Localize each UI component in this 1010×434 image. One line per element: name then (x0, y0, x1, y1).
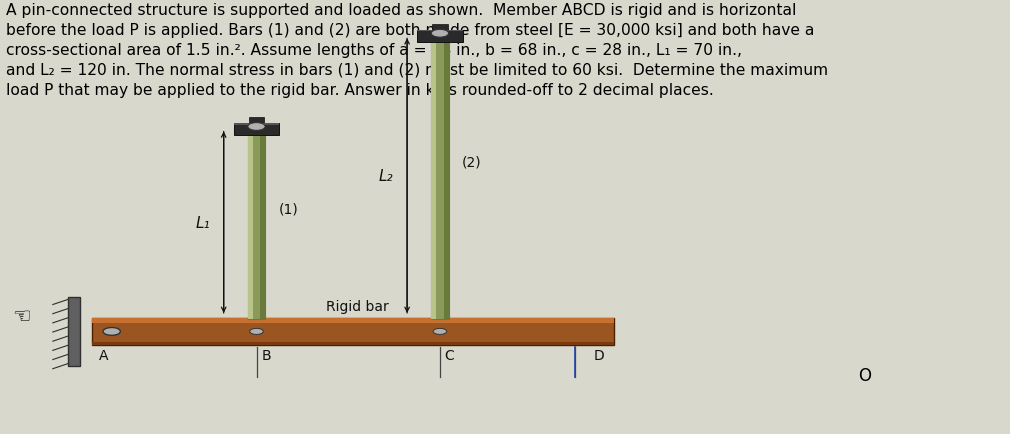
Bar (234, 124, 279, 136)
Bar (247, 133, 266, 319)
Circle shape (431, 30, 448, 38)
Text: L₂: L₂ (379, 169, 393, 184)
Circle shape (249, 329, 264, 335)
Text: (1): (1) (279, 202, 299, 216)
Bar (432, 25, 447, 30)
Circle shape (247, 123, 266, 131)
Bar (431, 39, 436, 319)
Text: A pin-connected structure is supported and loaded as shown.  Member ABCD is rigi: A pin-connected structure is supported a… (5, 3, 827, 98)
Text: C: C (444, 349, 454, 362)
Text: (2): (2) (463, 155, 482, 169)
Bar (261, 133, 266, 319)
Text: B: B (262, 349, 271, 362)
Circle shape (103, 328, 120, 335)
Text: Rigid bar: Rigid bar (326, 299, 389, 313)
Bar (92, 318, 614, 345)
Bar (247, 133, 252, 319)
Text: ☜: ☜ (12, 306, 31, 326)
Circle shape (433, 329, 446, 335)
Bar (417, 31, 463, 33)
Bar (417, 30, 463, 43)
Bar (92, 342, 614, 345)
Bar (234, 124, 279, 125)
Bar (431, 39, 448, 319)
Text: A: A (99, 349, 109, 362)
Bar (69, 297, 80, 366)
Bar (248, 118, 265, 124)
Text: O: O (858, 366, 872, 384)
Text: D: D (594, 349, 605, 362)
Bar (92, 318, 614, 323)
Text: L₁: L₁ (195, 215, 210, 230)
Bar (443, 39, 448, 319)
